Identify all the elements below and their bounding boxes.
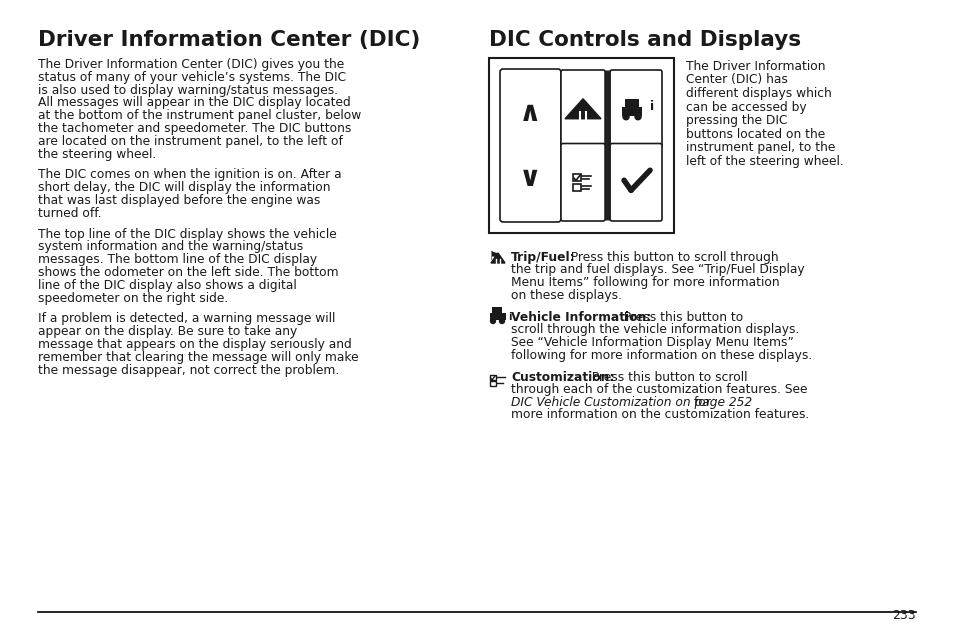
Circle shape [635,114,640,120]
Text: DIC Vehicle Customization on page 252: DIC Vehicle Customization on page 252 [511,396,751,409]
Text: i: i [649,100,654,113]
Text: All messages will appear in the DIC display located: All messages will appear in the DIC disp… [38,97,351,109]
Bar [624,99,639,107]
Text: status of many of your vehicle’s systems. The DIC: status of many of your vehicle’s systems… [38,71,346,84]
Bar [490,313,505,320]
Text: the message disappear, not correct the problem.: the message disappear, not correct the p… [38,364,339,377]
FancyBboxPatch shape [610,144,661,221]
Text: The DIC comes on when the ignition is on. After a: The DIC comes on when the ignition is on… [38,169,341,181]
Text: scroll through the vehicle information displays.: scroll through the vehicle information d… [511,324,799,336]
Bar [490,375,496,380]
Text: that was last displayed before the engine was: that was last displayed before the engin… [38,194,320,207]
FancyBboxPatch shape [601,71,613,221]
Text: 233: 233 [891,609,915,622]
Bar [490,381,496,386]
Circle shape [490,319,495,324]
Text: the steering wheel.: the steering wheel. [38,148,156,161]
Text: messages. The bottom line of the DIC display: messages. The bottom line of the DIC dis… [38,253,316,266]
FancyBboxPatch shape [560,144,604,221]
Text: on these displays.: on these displays. [511,289,621,301]
Text: buttons located on the: buttons located on the [685,127,824,141]
Text: following for more information on these displays.: following for more information on these … [511,349,811,361]
Text: The Driver Information: The Driver Information [685,60,824,73]
Text: can be accessed by: can be accessed by [685,100,806,113]
Text: remember that clearing the message will only make: remember that clearing the message will … [38,351,358,364]
Text: Vehicle Information:: Vehicle Information: [511,311,651,324]
Text: at the bottom of the instrument panel cluster, below: at the bottom of the instrument panel cl… [38,109,361,122]
Polygon shape [491,253,504,263]
Text: Customization:: Customization: [511,371,614,384]
Text: Center (DIC) has: Center (DIC) has [685,74,787,86]
Text: left of the steering wheel.: left of the steering wheel. [685,155,842,167]
Text: instrument panel, to the: instrument panel, to the [685,141,835,154]
Text: ⚑: ⚑ [489,251,499,264]
Bar [573,174,580,181]
Text: turned off.: turned off. [38,207,102,220]
Text: for: for [690,396,711,409]
FancyBboxPatch shape [499,69,560,222]
Text: Menu Items” following for more information: Menu Items” following for more informati… [511,276,779,289]
Bar [621,107,641,116]
Text: ∧: ∧ [518,99,541,127]
Bar [492,307,501,313]
Text: The Driver Information Center (DIC) gives you the: The Driver Information Center (DIC) give… [38,58,344,71]
Text: Press this button to scroll: Press this button to scroll [584,371,747,384]
Text: See “Vehicle Information Display Menu Items”: See “Vehicle Information Display Menu It… [511,336,793,349]
Text: more information on the customization features.: more information on the customization fe… [511,408,808,422]
Text: the trip and fuel displays. See “Trip/Fuel Display: the trip and fuel displays. See “Trip/Fu… [511,263,803,277]
Text: i: i [507,312,511,322]
Text: Press this button to scroll through: Press this button to scroll through [563,251,779,264]
Text: If a problem is detected, a warning message will: If a problem is detected, a warning mess… [38,312,335,326]
Text: DIC Controls and Displays: DIC Controls and Displays [489,30,801,50]
Bar [573,184,580,191]
Text: the tachometer and speedometer. The DIC buttons: the tachometer and speedometer. The DIC … [38,122,351,135]
Text: is also used to display warning/status messages.: is also used to display warning/status m… [38,83,337,97]
Text: The top line of the DIC display shows the vehicle: The top line of the DIC display shows th… [38,228,336,240]
Text: speedometer on the right side.: speedometer on the right side. [38,291,228,305]
Text: different displays which: different displays which [685,87,831,100]
Text: shows the odometer on the left side. The bottom: shows the odometer on the left side. The… [38,266,338,279]
Text: Driver Information Center (DIC): Driver Information Center (DIC) [38,30,420,50]
Text: message that appears on the display seriously and: message that appears on the display seri… [38,338,352,351]
Polygon shape [564,99,600,119]
Bar [489,58,673,233]
Text: through each of the customization features. See: through each of the customization featur… [511,384,806,396]
Text: system information and the warning/status: system information and the warning/statu… [38,240,303,253]
Circle shape [499,319,504,324]
Circle shape [622,114,628,120]
Text: are located on the instrument panel, to the left of: are located on the instrument panel, to … [38,135,342,148]
Text: Trip/Fuel:: Trip/Fuel: [511,251,575,264]
Text: ∨: ∨ [518,164,541,192]
Text: pressing the DIC: pressing the DIC [685,114,786,127]
Text: Press this button to: Press this button to [616,311,742,324]
FancyBboxPatch shape [610,70,661,148]
Text: appear on the display. Be sure to take any: appear on the display. Be sure to take a… [38,325,297,338]
FancyBboxPatch shape [560,70,604,148]
Text: short delay, the DIC will display the information: short delay, the DIC will display the in… [38,181,330,194]
Text: line of the DIC display also shows a digital: line of the DIC display also shows a dig… [38,279,296,292]
